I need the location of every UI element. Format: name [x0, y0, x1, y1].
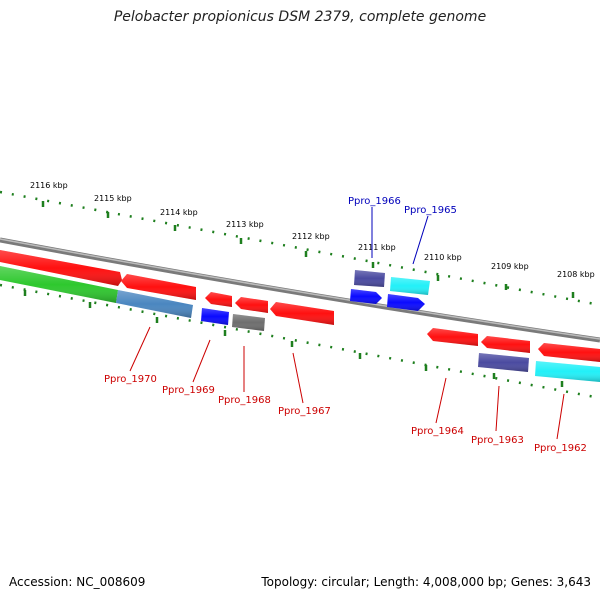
scale-label-2111: 2111 kbp — [358, 243, 396, 252]
scale-label-2112: 2112 kbp — [292, 232, 330, 241]
callout-line — [495, 385, 500, 432]
scale-label-2115: 2115 kbp — [94, 194, 132, 203]
outer-tick-ring — [0, 190, 600, 307]
callout-line — [412, 215, 429, 265]
gene-label-ppro-1962[interactable]: Ppro_1962 — [534, 443, 587, 454]
major-ticks-outer — [41, 201, 575, 298]
gene-label-ppro-1970[interactable]: Ppro_1970 — [104, 374, 157, 385]
accession-text: Accession: NC_008609 — [9, 575, 146, 589]
gene-label-ppro-1963[interactable]: Ppro_1963 — [471, 435, 524, 446]
gene-arrow[interactable] — [538, 343, 600, 362]
gene-box[interactable] — [354, 270, 385, 287]
callout-lines-forward — [371, 207, 429, 265]
gene-arrow[interactable] — [270, 302, 334, 325]
callout-line — [129, 326, 151, 372]
gene-arrow[interactable] — [350, 289, 382, 304]
gene-arrow[interactable] — [235, 297, 268, 313]
gene-labels-reverse: Ppro_1970 Ppro_1969 Ppro_1968 Ppro_1967 … — [104, 374, 587, 454]
gene-box[interactable] — [232, 314, 265, 331]
inner-tick-ring — [0, 283, 600, 400]
scale-label-2108: 2108 kbp — [557, 270, 595, 279]
gene-labels-forward: Ppro_1966 Ppro_1965 — [348, 196, 457, 216]
gene-box[interactable] — [478, 353, 529, 372]
gene-label-ppro-1965[interactable]: Ppro_1965 — [404, 205, 457, 216]
gene-arrow[interactable] — [427, 328, 478, 346]
gene-arrow[interactable] — [205, 292, 232, 307]
callout-line — [192, 339, 211, 383]
gene-label-ppro-1966[interactable]: Ppro_1966 — [348, 196, 401, 207]
scale-label-2116: 2116 kbp — [30, 181, 68, 190]
gene-arrow[interactable] — [0, 250, 122, 286]
scale-label-2114: 2114 kbp — [160, 208, 198, 217]
callout-line — [556, 393, 565, 440]
forward-strand-genes — [0, 250, 600, 362]
reverse-strand-genes — [0, 266, 600, 382]
gene-box[interactable] — [535, 361, 600, 382]
gene-box[interactable] — [201, 308, 229, 325]
scale-label-2109: 2109 kbp — [491, 262, 529, 271]
genome-backbone — [0, 237, 600, 343]
gene-box[interactable] — [0, 266, 118, 303]
gene-label-ppro-1967[interactable]: Ppro_1967 — [278, 406, 331, 417]
gene-box[interactable] — [116, 290, 193, 318]
gene-label-ppro-1968[interactable]: Ppro_1968 — [218, 395, 271, 406]
gene-arrow[interactable] — [387, 294, 425, 311]
callout-lines-reverse — [129, 326, 565, 440]
figure-title: Pelobacter propionicus DSM 2379, complet… — [113, 9, 487, 25]
gene-arrow[interactable] — [481, 336, 530, 353]
scale-labels: 2116 kbp 2115 kbp 2114 kbp 2113 kbp 2112… — [30, 181, 595, 279]
gene-arrow[interactable] — [121, 274, 196, 300]
major-ticks-inner — [23, 290, 564, 387]
gene-label-ppro-1964[interactable]: Ppro_1964 — [411, 426, 464, 437]
gene-label-ppro-1969[interactable]: Ppro_1969 — [162, 385, 215, 396]
genome-summary-text: Topology: circular; Length: 4,008,000 bp… — [261, 575, 591, 589]
callout-line — [435, 377, 447, 424]
callout-line — [292, 352, 304, 404]
scale-label-2110: 2110 kbp — [424, 253, 462, 262]
gene-box[interactable] — [390, 277, 430, 295]
scale-label-2113: 2113 kbp — [226, 220, 264, 229]
